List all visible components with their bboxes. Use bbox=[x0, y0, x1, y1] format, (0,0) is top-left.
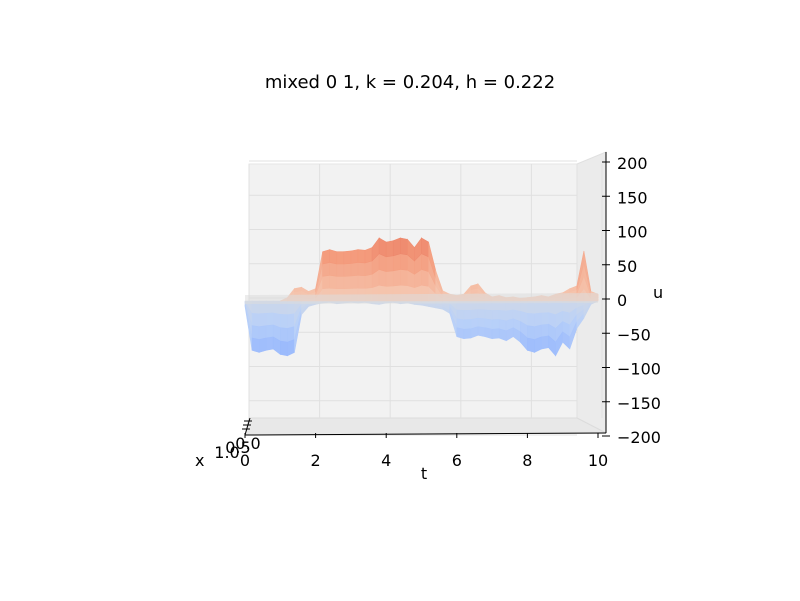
t-axis-label: t bbox=[421, 464, 427, 483]
surface-facet-positive bbox=[350, 262, 359, 277]
surface-facet-positive bbox=[364, 247, 373, 264]
surface-facet-negative bbox=[541, 312, 549, 326]
surface-facet-positive bbox=[392, 269, 401, 287]
surface-facet-negative bbox=[527, 325, 535, 340]
surface-facet-positive bbox=[329, 249, 338, 265]
surface-facet-positive bbox=[385, 255, 394, 272]
surface-facet-positive bbox=[336, 251, 345, 265]
surface-facet-negative bbox=[527, 337, 535, 353]
surface-facet-negative bbox=[287, 313, 295, 329]
surface-facet-negative bbox=[456, 309, 465, 321]
surface-facet-positive bbox=[421, 269, 429, 287]
surface-facet-negative bbox=[456, 327, 465, 340]
u-axis-ticks: 200 150 100 50 0 −50 −100 −150 −200 bbox=[602, 154, 661, 447]
surface-facet-positive bbox=[322, 274, 331, 289]
surface-facet-negative bbox=[258, 325, 267, 340]
surface-facet-negative bbox=[470, 309, 479, 320]
surface-facet-negative bbox=[491, 309, 500, 321]
surface-facet-positive bbox=[322, 262, 331, 277]
t-tick-label: 8 bbox=[522, 451, 532, 470]
surface-facet-negative bbox=[251, 337, 260, 353]
surface-facet-negative bbox=[541, 335, 549, 350]
surface-facet-positive bbox=[364, 260, 373, 277]
surface-facet-positive bbox=[392, 237, 401, 257]
surface-facet-negative bbox=[251, 325, 260, 340]
surface-facet-positive bbox=[357, 274, 366, 289]
surface-facet-positive bbox=[385, 270, 394, 287]
t-tick-label: 0 bbox=[240, 451, 250, 470]
surface-facet-negative bbox=[258, 337, 267, 353]
surface-facet-negative bbox=[463, 319, 472, 330]
surface-facet-positive bbox=[343, 275, 352, 289]
t-tick-label: 2 bbox=[311, 451, 321, 470]
x-axis-label: x bbox=[195, 451, 204, 470]
surface-facet-positive bbox=[364, 273, 373, 289]
surface-facet-negative bbox=[484, 309, 493, 321]
u-tick-label: −100 bbox=[617, 360, 661, 379]
surface-facet-negative bbox=[491, 328, 500, 340]
surface-facet-positive bbox=[357, 262, 366, 276]
surface-facet-negative bbox=[463, 309, 472, 321]
u-tick-label: 150 bbox=[617, 188, 648, 207]
surface-facet-negative bbox=[265, 324, 274, 339]
surface-facet-positive bbox=[350, 274, 359, 289]
surface-facet-positive bbox=[385, 240, 394, 258]
u-tick-label: −200 bbox=[617, 428, 661, 447]
u-tick-label: −50 bbox=[617, 325, 651, 344]
u-tick-label: 0 bbox=[617, 291, 627, 310]
x-tick-label: 1.0 bbox=[214, 443, 239, 462]
surface-facet-positive bbox=[357, 249, 366, 264]
surface-facet-negative bbox=[477, 326, 486, 337]
surface-facet-positive bbox=[350, 249, 359, 264]
u-tick-label: 100 bbox=[617, 223, 648, 242]
surface-facet-negative bbox=[477, 309, 486, 320]
surface-facet-positive bbox=[392, 253, 401, 272]
u-axis-label: u bbox=[653, 283, 663, 302]
surface-facet-positive bbox=[343, 263, 352, 277]
chart-title: mixed 0 1, k = 0.204, h = 0.222 bbox=[264, 72, 556, 93]
surface bbox=[244, 237, 599, 357]
floor-pane bbox=[244, 417, 607, 436]
surface-facet-negative bbox=[279, 340, 288, 357]
surface-facet-negative bbox=[527, 313, 535, 328]
surface-facet-positive bbox=[322, 249, 331, 265]
surface-facet-negative bbox=[258, 313, 267, 328]
surface-facet-negative bbox=[491, 319, 500, 330]
x-axis-ticks: 0.00.51.0 bbox=[214, 420, 261, 462]
surface-facet-positive bbox=[400, 253, 408, 271]
surface-facet-positive bbox=[378, 269, 387, 287]
u-tick-label: 200 bbox=[617, 154, 648, 173]
t-tick-label: 4 bbox=[381, 451, 391, 470]
surface-facet-negative bbox=[279, 327, 288, 343]
surface-facet-positive bbox=[400, 237, 408, 256]
surface-facet-negative bbox=[534, 312, 542, 328]
surface-facet-positive bbox=[400, 269, 408, 286]
u-tick-label: 50 bbox=[617, 257, 637, 276]
t-tick-label: 10 bbox=[588, 451, 608, 470]
t-axis-line bbox=[244, 432, 607, 436]
surface-zero-band bbox=[245, 293, 598, 304]
surface-facet-positive bbox=[336, 263, 345, 277]
t-axis-ticks: 0 2 4 6 8 10 bbox=[240, 433, 608, 470]
surface-facet-positive bbox=[329, 274, 338, 289]
surface-facet-negative bbox=[265, 312, 274, 326]
surface-facet-negative bbox=[541, 323, 549, 338]
u-tick-label: −150 bbox=[617, 394, 661, 413]
surface-facet-negative bbox=[279, 314, 288, 329]
surface-facet-negative bbox=[477, 317, 486, 329]
surface-facet-negative bbox=[265, 336, 274, 351]
surface-facet-positive bbox=[336, 276, 345, 289]
x-tick-label: 0.5 bbox=[225, 438, 250, 457]
surface-facet-negative bbox=[251, 313, 260, 328]
surface-facet-positive bbox=[343, 250, 352, 265]
surface-facet-positive bbox=[329, 262, 338, 277]
surface-facet-negative bbox=[463, 328, 472, 340]
surface-facet-negative bbox=[484, 327, 493, 340]
t-tick-label: 6 bbox=[452, 451, 462, 470]
surface-facet-negative bbox=[498, 309, 507, 322]
x-tick-label: 0.0 bbox=[235, 434, 260, 453]
